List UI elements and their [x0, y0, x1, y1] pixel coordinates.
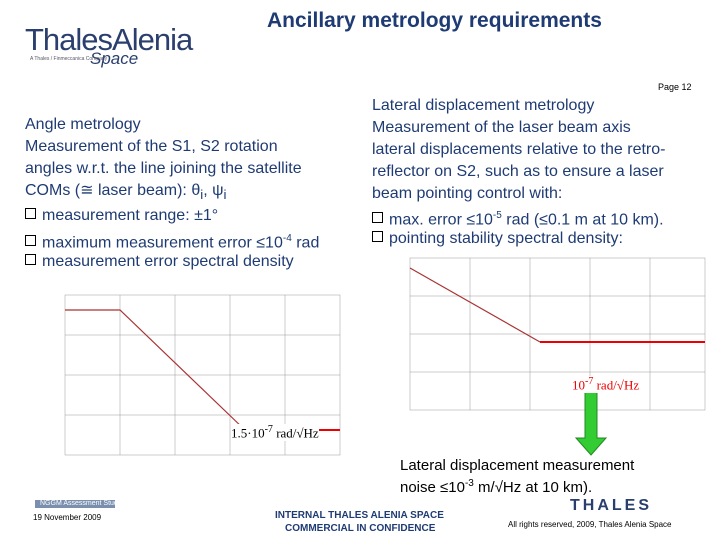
footer-bar [35, 500, 115, 508]
footer-study: NGGM Assessment Study [40, 500, 122, 507]
text: noise ≤10 [400, 479, 465, 496]
text: 10 [572, 377, 585, 393]
text: , ψ [203, 182, 224, 199]
footer-rights: All rights reserved, 2009, Thales Alenia… [508, 520, 672, 529]
footer-confidential: INTERNAL THALES ALENIA SPACE [275, 510, 444, 521]
text-line: beam pointing control with: [372, 185, 563, 202]
text-line: angles w.r.t. the line joining the satel… [25, 160, 302, 177]
sup: -4 [282, 233, 292, 244]
plot-label: 10-7 rad/√Hz [572, 376, 640, 394]
text: measurement range: ±1° [42, 207, 219, 224]
bullet: maximum measurement error ≤10-4 rad [25, 228, 319, 254]
text-line: Measurement of the laser beam axis [372, 119, 631, 136]
text: 1.5·10 [231, 425, 265, 441]
sub: i [223, 187, 227, 203]
heading: Lateral displacement metrology [372, 97, 595, 114]
text-line: Measurement of the S1, S2 rotation [25, 138, 278, 155]
text-line: COMs (≅ laser beam): θi, ψi [25, 180, 226, 206]
text-line: reflector on S2, such as to ensure a las… [372, 163, 664, 180]
text: maximum measurement error ≤10 [42, 234, 283, 252]
footer-confidential: COMMERCIAL IN CONFIDENCE [285, 523, 436, 534]
footer-brand: THALES [570, 497, 652, 514]
text: max. error ≤10 [389, 211, 493, 229]
logo-space: Space [90, 49, 139, 68]
footer-date: 19 November 2009 [33, 513, 102, 522]
plot-label: 1.5·10-7 rad/√Hz [231, 424, 319, 442]
note-line: Lateral displacement measurement [400, 457, 635, 474]
page-number: Page 12 [658, 82, 692, 92]
text: m/√Hz at 10 km). [473, 479, 593, 496]
bullet: pointing stability spectral density: [372, 228, 623, 250]
heading: Angle metrology [25, 116, 141, 133]
logo-brand: ThalesAlenia [25, 22, 193, 57]
text: measurement error spectral density [42, 253, 294, 270]
slide-title: Ancillary metrology requirements [267, 9, 602, 32]
lateral-plot [409, 257, 706, 411]
bullet: max. error ≤10-5 rad (≤0.1 m at 10 km). [372, 205, 664, 231]
bullet: measurement range: ±1° [25, 205, 218, 227]
note-line: noise ≤10-3 m/√Hz at 10 km). [400, 478, 592, 496]
sup: -3 [464, 478, 474, 489]
sub: i [200, 187, 204, 203]
text: rad (≤0.1 m at 10 km). [501, 211, 664, 229]
sup: -5 [492, 210, 502, 221]
sup: -7 [585, 376, 594, 387]
text: rad/√Hz [272, 425, 319, 441]
bullet: measurement error spectral density [25, 251, 294, 273]
text: pointing stability spectral density: [389, 230, 623, 247]
text: rad/√Hz [593, 377, 640, 393]
logo-tagline: A Thales / Finmeccanica Company [30, 56, 108, 62]
text-line: lateral displacements relative to the re… [372, 141, 666, 158]
text: COMs (≅ laser beam): θ [25, 182, 201, 199]
sup: -7 [264, 424, 273, 435]
text: rad [291, 234, 320, 252]
